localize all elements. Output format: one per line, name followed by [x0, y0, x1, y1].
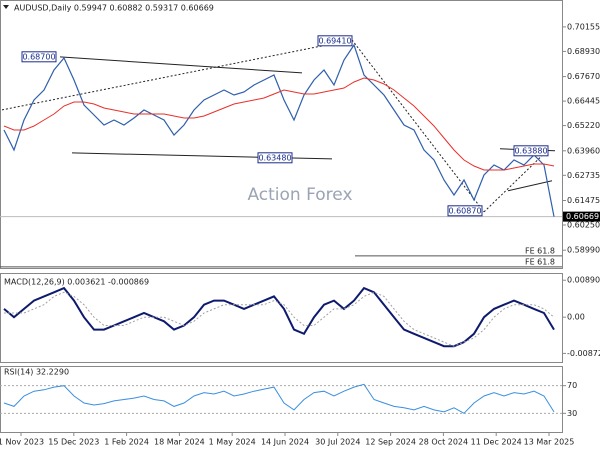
- y-tick-label: 0.008901: [567, 276, 600, 285]
- x-tick-label: 1 Nov 2023: [0, 438, 44, 447]
- trendline: [1, 39, 353, 111]
- y-tick-label: 0.63960: [567, 146, 600, 155]
- trendline: [483, 149, 549, 213]
- y-tick-label: 0.58990: [567, 246, 600, 255]
- trendline: [507, 180, 553, 192]
- annotation-label: 0.68700: [22, 52, 55, 61]
- x-tick-label: 15 Dec 2023: [48, 438, 99, 447]
- annotation-box: [447, 205, 483, 217]
- annotation-label: 0.60870: [448, 206, 481, 215]
- annotation-box: [21, 51, 57, 63]
- y-tick-label: 70: [567, 381, 577, 390]
- annotation-label: 0.63880: [514, 146, 547, 155]
- x-tick-label: 13 Mar 2025: [524, 438, 575, 447]
- series-line: [3, 43, 555, 217]
- y-tick-label: 0.62735: [567, 171, 600, 180]
- x-tick-label: 30 Jul 2024: [315, 438, 360, 447]
- y-tick-label: 0.70155: [567, 22, 600, 31]
- series-line: [3, 383, 555, 414]
- rsi-panel: [0, 366, 563, 433]
- y-tick-label: 0.68930: [567, 47, 600, 56]
- watermark: Action Forex: [247, 185, 352, 205]
- y-tick-label: 0.67670: [567, 72, 600, 81]
- y-tick-label: -0.008729: [567, 349, 600, 358]
- rsi-label: RSI(14) 32.2290: [4, 368, 69, 377]
- y-tick-label: 30: [567, 409, 577, 418]
- y-tick-label: 0.60250: [567, 221, 600, 230]
- chart-title: AUDUSD,Daily 0.59947 0.60882 0.59317 0.6…: [14, 4, 214, 13]
- trendline: [59, 56, 303, 74]
- annotation-box: [257, 152, 293, 164]
- series-line: [3, 77, 555, 171]
- main-panel: [0, 0, 563, 269]
- annotation-label: 0.69410: [318, 36, 351, 45]
- x-tick-label: 1 May 2024: [209, 438, 256, 447]
- x-tick-label: 12 Sep 2024: [365, 438, 416, 447]
- fe-label: FE 61.8: [525, 257, 555, 266]
- fe-label: FE 61.8: [525, 246, 555, 255]
- x-tick-label: 28 Oct 2024: [419, 438, 468, 447]
- x-tick-label: 1 Feb 2024: [104, 438, 149, 447]
- title-icon: [3, 5, 9, 9]
- annotation-label: 0.63480: [258, 153, 291, 162]
- annotation-box: [513, 145, 549, 157]
- last-price-label: 0.60669: [566, 212, 599, 221]
- x-tick-label: 11 Dec 2024: [471, 438, 522, 447]
- y-tick-label: 0.65220: [567, 121, 600, 130]
- series-line: [3, 286, 555, 348]
- macd-label: MACD(12,26,9) 0.003621 -0.000869: [4, 278, 149, 287]
- x-tick-label: 14 Jun 2024: [261, 438, 309, 447]
- y-tick-label: 0.61475: [567, 196, 600, 205]
- y-tick-label: 0.00: [567, 313, 585, 322]
- y-tick-label: 0.66445: [567, 97, 600, 106]
- x-tick-label: 18 Mar 2024: [154, 438, 205, 447]
- last-price-box: [563, 211, 600, 222]
- annotation-box: [317, 35, 353, 47]
- macd-panel: [0, 273, 563, 363]
